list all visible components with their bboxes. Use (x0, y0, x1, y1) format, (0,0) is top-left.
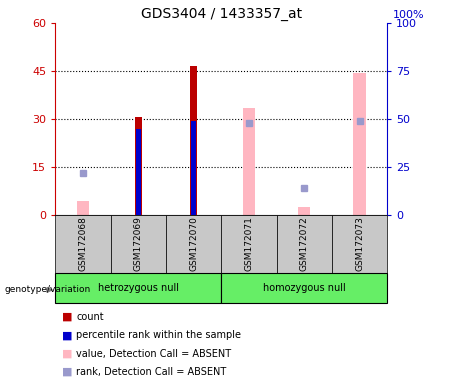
Text: homozygous null: homozygous null (263, 283, 346, 293)
Text: GSM172068: GSM172068 (78, 217, 88, 271)
Bar (221, 273, 387, 303)
Bar (243, 108, 255, 215)
Text: GSM172073: GSM172073 (355, 217, 364, 271)
Text: GSM172070: GSM172070 (189, 217, 198, 271)
Bar (298, 207, 310, 215)
Text: count: count (76, 312, 104, 322)
Text: value, Detection Call = ABSENT: value, Detection Call = ABSENT (76, 349, 231, 359)
Title: GDS3404 / 1433357_at: GDS3404 / 1433357_at (141, 7, 302, 21)
Text: GSM172072: GSM172072 (300, 217, 309, 271)
Bar (55, 215, 111, 273)
Text: percentile rank within the sample: percentile rank within the sample (76, 330, 241, 340)
Bar (166, 215, 221, 273)
Bar (55, 273, 221, 303)
Text: ■: ■ (62, 330, 73, 340)
Bar (111, 215, 166, 273)
Text: hetrozygous null: hetrozygous null (98, 283, 179, 293)
Bar (190, 66, 197, 215)
Text: rank, Detection Call = ABSENT: rank, Detection Call = ABSENT (76, 367, 226, 377)
Text: ■: ■ (62, 312, 73, 322)
Text: GSM172071: GSM172071 (244, 217, 254, 271)
Bar (135, 118, 142, 215)
Bar (77, 200, 89, 215)
Text: 100%: 100% (393, 10, 425, 20)
Text: GSM172069: GSM172069 (134, 217, 143, 271)
Bar (354, 73, 366, 215)
Text: genotype/variation: genotype/variation (5, 285, 91, 295)
Bar (221, 215, 277, 273)
Text: ■: ■ (62, 367, 73, 377)
Bar (191, 121, 196, 215)
Bar (332, 215, 387, 273)
Bar (277, 215, 332, 273)
Bar (136, 129, 141, 215)
Text: ■: ■ (62, 349, 73, 359)
